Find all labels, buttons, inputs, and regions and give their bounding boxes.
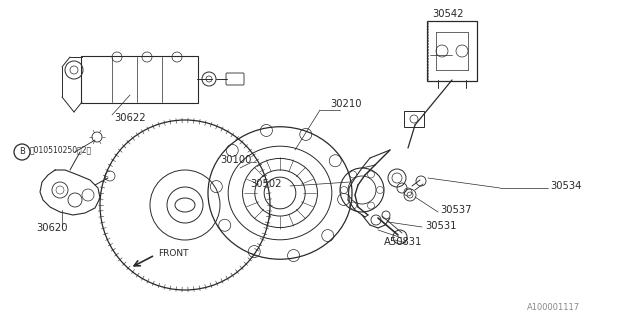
Text: 30210: 30210 xyxy=(330,99,362,109)
Text: 30531: 30531 xyxy=(425,221,456,231)
Text: 30622: 30622 xyxy=(114,113,146,123)
Text: 30620: 30620 xyxy=(36,223,67,233)
Text: 30534: 30534 xyxy=(550,181,581,191)
Text: 30542: 30542 xyxy=(432,9,463,19)
Text: FRONT: FRONT xyxy=(158,249,189,258)
Text: B: B xyxy=(19,148,25,156)
Text: 30537: 30537 xyxy=(440,205,472,215)
Text: A100001117: A100001117 xyxy=(527,303,580,312)
Text: 30502: 30502 xyxy=(250,179,282,189)
Text: Ⓑ010510250（2）: Ⓑ010510250（2） xyxy=(30,146,92,155)
Text: 30100: 30100 xyxy=(220,155,252,165)
Text: A50831: A50831 xyxy=(384,237,422,247)
